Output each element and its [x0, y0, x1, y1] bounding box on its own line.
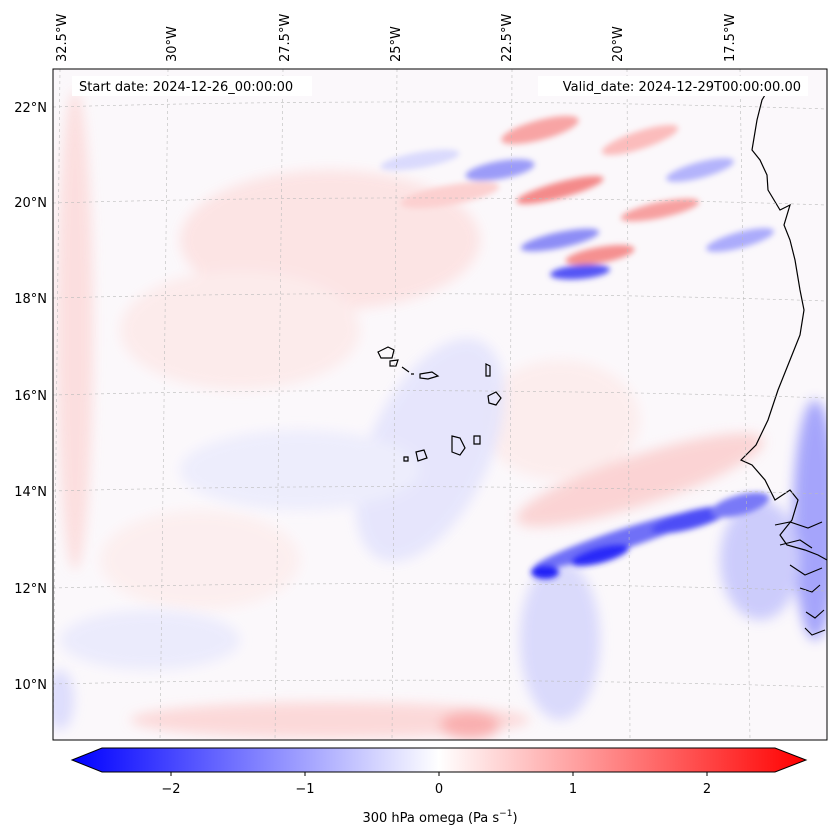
colorbar-tick-label: −2	[161, 782, 180, 797]
colorbar-body	[70, 747, 808, 773]
cape-verde-islands	[377, 346, 502, 462]
lon-label: 20°W	[611, 26, 626, 62]
colorbar-title: 300 hPa omega (Pa s−1)	[362, 809, 517, 826]
colorbar-tick-label: 0	[435, 782, 443, 797]
lat-label: 16°N	[14, 389, 47, 404]
lat-label: 12°N	[14, 582, 47, 597]
colorbar-tick-label: 1	[569, 782, 577, 797]
colorbar-title-end: )	[512, 811, 517, 826]
lon-label: 25°W	[389, 26, 404, 62]
lon-label: 22.5°W	[500, 14, 515, 62]
lat-label: 10°N	[14, 678, 47, 693]
africa-coastline	[739, 89, 827, 561]
valid-date-box: Valid_date: 2024-12-29T00:00:00.00	[538, 76, 808, 96]
lon-label: 30°W	[165, 26, 180, 62]
colorbar-title-sup: −1	[499, 809, 512, 819]
colorbar-ticks	[170, 772, 708, 776]
senegal-gambia-coast-detail	[774, 521, 826, 636]
longitude-labels: 32.5°W 30°W 27.5°W 25°W 22.5°W 20°W 17.5…	[55, 14, 738, 62]
colorbar-title-main: 300 hPa omega (Pa s	[362, 811, 499, 826]
lon-label: 17.5°W	[723, 14, 738, 62]
latitude-labels: 22°N 20°N 18°N 16°N 14°N 12°N 10°N	[14, 101, 47, 693]
omega-field	[53, 69, 827, 740]
lon-label: 32.5°W	[55, 14, 70, 62]
lon-label: 27.5°W	[278, 14, 293, 62]
start-date-label: Start date: 2024-12-26_00:00:00	[79, 80, 293, 95]
lat-label: 18°N	[14, 292, 47, 307]
graticule	[53, 69, 827, 740]
start-date-box: Start date: 2024-12-26_00:00:00	[72, 76, 312, 96]
colorbar-tick-label: −1	[295, 782, 314, 797]
lat-label: 22°N	[14, 101, 47, 116]
lat-label: 14°N	[14, 485, 47, 500]
valid-date-label: Valid_date: 2024-12-29T00:00:00.00	[563, 80, 801, 95]
colorbar: −2 −1 0 1 2 300 hPa omega (Pa s−1)	[70, 747, 808, 826]
lat-label: 20°N	[14, 196, 47, 211]
colorbar-tick-label: 2	[703, 782, 711, 797]
